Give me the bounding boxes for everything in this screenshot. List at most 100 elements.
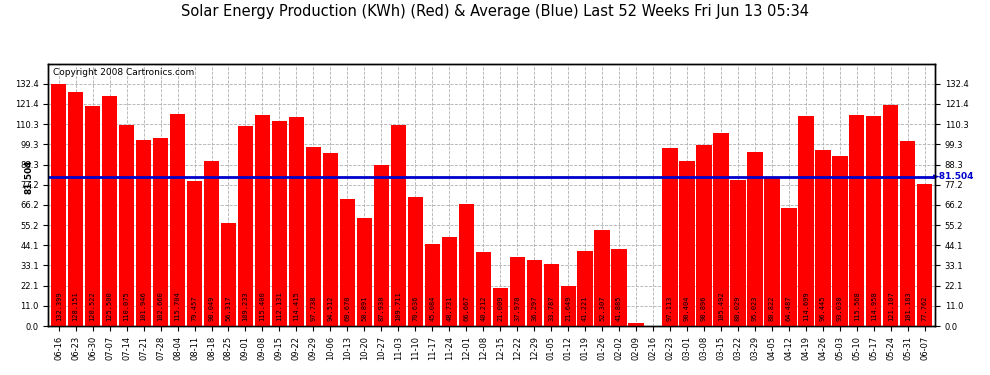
Text: 132.399: 132.399 [55,292,61,321]
Text: 101.183: 101.183 [905,292,911,321]
Text: 90.049: 90.049 [209,296,215,321]
Text: 98.896: 98.896 [701,296,707,321]
Text: 115.568: 115.568 [853,292,860,321]
Text: 21.009: 21.009 [497,296,503,321]
Text: 56.317: 56.317 [226,296,232,321]
Text: 45.084: 45.084 [430,296,436,321]
Bar [594,230,610,326]
Text: 114.415: 114.415 [293,292,299,321]
Text: 115.400: 115.400 [259,292,265,321]
Bar [849,115,864,326]
Bar [458,204,474,326]
Bar [356,218,372,326]
Bar [544,264,558,326]
Text: 41.885: 41.885 [616,296,622,321]
Text: 81.504: 81.504 [24,160,34,194]
Text: 79.457: 79.457 [191,296,198,321]
Bar [152,138,168,326]
Text: Solar Energy Production (KWh) (Red) & Average (Blue) Last 52 Weeks Fri Jun 13 05: Solar Energy Production (KWh) (Red) & Av… [181,4,809,19]
Text: 128.151: 128.151 [72,292,78,321]
Text: 102.660: 102.660 [157,292,163,321]
Text: 94.512: 94.512 [328,296,334,321]
Text: 114.699: 114.699 [803,292,809,321]
Text: 77.762: 77.762 [922,296,928,321]
Text: Copyright 2008 Cartronics.com: Copyright 2008 Cartronics.com [52,68,194,76]
Bar [85,106,100,326]
Bar [781,208,797,326]
Text: 58.891: 58.891 [361,296,367,321]
Bar [629,324,644,326]
Text: 87.930: 87.930 [378,296,384,321]
Text: 97.113: 97.113 [667,296,673,321]
Bar [272,121,287,326]
Bar [900,141,916,326]
Bar [68,92,83,326]
Bar [102,96,117,326]
Text: 125.500: 125.500 [107,292,113,321]
Text: 112.131: 112.131 [276,292,282,321]
Text: 64.487: 64.487 [786,296,792,321]
Bar [238,126,253,326]
Text: 70.636: 70.636 [412,296,419,321]
Text: 109.711: 109.711 [395,292,401,321]
Text: 37.970: 37.970 [514,296,520,321]
Text: 115.704: 115.704 [174,292,180,321]
Bar [527,260,542,326]
Bar [187,181,202,326]
Bar [391,125,406,326]
Bar [696,145,712,326]
Bar [425,244,440,326]
Bar [289,117,304,326]
Bar [560,286,576,326]
Bar [866,116,881,326]
Text: 52.307: 52.307 [599,296,605,321]
Text: 80.822: 80.822 [769,296,775,321]
Bar [408,197,423,326]
Text: 95.023: 95.023 [752,296,758,321]
Bar [204,161,219,326]
Bar [577,251,593,326]
Bar [442,237,457,326]
Bar [51,84,66,326]
Text: 110.075: 110.075 [124,292,130,321]
Text: 101.946: 101.946 [141,292,147,321]
Text: 40.212: 40.212 [480,296,486,321]
Text: 114.958: 114.958 [871,292,877,321]
Bar [221,223,237,326]
Bar [883,105,899,326]
Text: 93.030: 93.030 [837,296,842,321]
Bar [254,115,270,326]
Bar [798,116,814,326]
Text: 80.029: 80.029 [735,296,741,321]
Text: 90.404: 90.404 [684,296,690,321]
Bar [815,150,831,326]
Bar [662,148,678,326]
Text: 69.670: 69.670 [345,296,350,321]
Bar [119,125,135,326]
Text: 105.492: 105.492 [718,292,724,321]
Text: 96.445: 96.445 [820,296,826,321]
Text: 36.297: 36.297 [532,296,538,321]
Text: ►81.504: ►81.504 [934,172,975,182]
Text: 33.787: 33.787 [548,296,554,321]
Bar [340,199,355,326]
Bar [679,160,695,326]
Bar [747,152,762,326]
Bar [510,256,525,326]
Bar [714,133,729,326]
Text: 120.522: 120.522 [90,292,96,321]
Bar [833,156,847,326]
Bar [917,184,933,326]
Text: 121.107: 121.107 [888,292,894,321]
Bar [323,153,338,326]
Bar [612,249,627,326]
Text: 48.731: 48.731 [446,296,452,321]
Text: 97.738: 97.738 [311,296,317,321]
Bar [493,288,508,326]
Text: 41.221: 41.221 [582,296,588,321]
Bar [475,252,491,326]
Bar [170,114,185,326]
Bar [136,140,151,326]
Bar [731,180,745,326]
Text: 66.667: 66.667 [463,296,469,321]
